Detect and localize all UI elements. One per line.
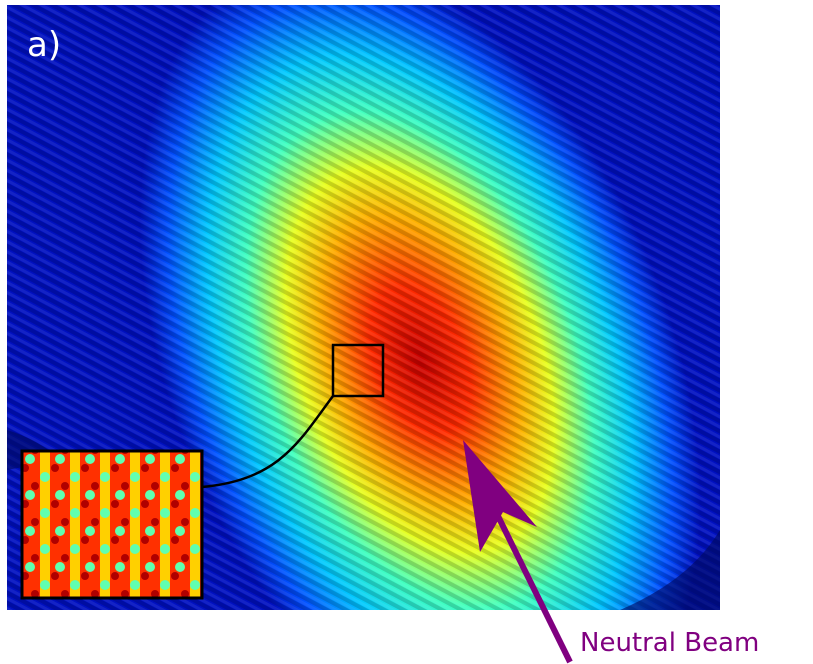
page: a) Neutral Beam (() => { const data = JS… (0, 0, 813, 664)
figure: a) Neutral Beam (0, 0, 813, 664)
beam-label: Neutral Beam (580, 628, 759, 658)
zoom-inset (22, 451, 202, 598)
panel-label: a) (27, 25, 61, 65)
